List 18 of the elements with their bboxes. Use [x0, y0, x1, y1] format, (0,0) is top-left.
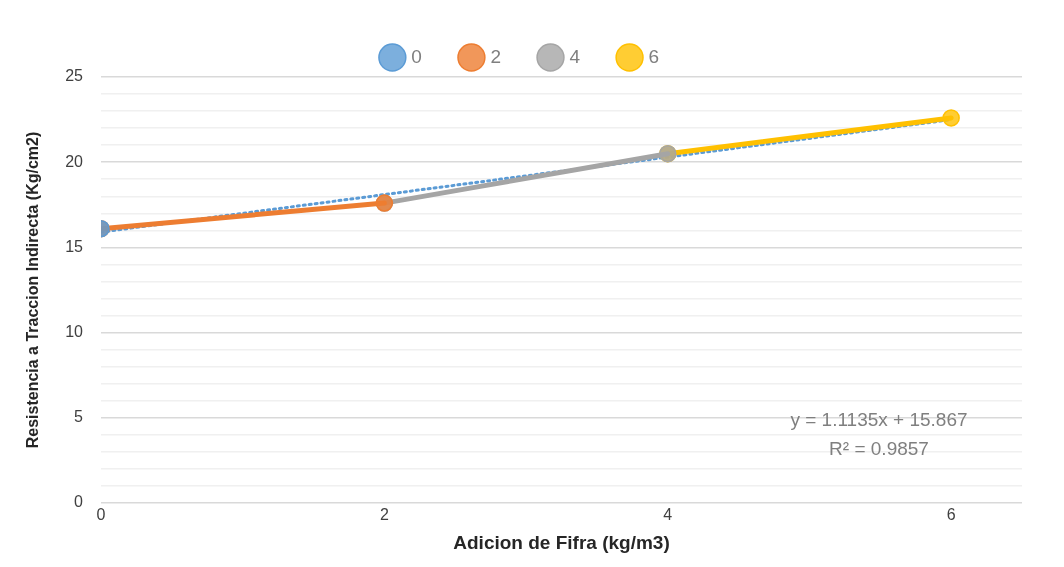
legend-label: 0: [411, 45, 422, 67]
x-tick-label: 6: [946, 506, 956, 524]
y-tick-label: 25: [65, 67, 84, 85]
legend-label: 4: [569, 45, 581, 67]
x-tick-label: 0: [96, 506, 106, 524]
x-tick-label: 4: [663, 506, 673, 524]
y-axis-title: Resistencia a Traccion Indirecta (Kg/cm2): [24, 131, 42, 449]
y-tick-label: 0: [74, 493, 84, 511]
y-tick-label: 10: [65, 323, 84, 341]
x-axis-title: Adicion de Fifra (kg/m3): [453, 531, 670, 553]
x-tick-label: 2: [379, 506, 389, 524]
y-tick-label: 20: [65, 152, 84, 170]
legend-label: 2: [490, 45, 502, 67]
y-tick-label: 15: [65, 237, 84, 255]
y-tick-label: 5: [74, 408, 84, 426]
annotation: y = 1.1135x + 15.867: [790, 409, 968, 431]
legend-label: 6: [648, 45, 660, 67]
annotation: R² = 0.9857: [829, 438, 929, 460]
